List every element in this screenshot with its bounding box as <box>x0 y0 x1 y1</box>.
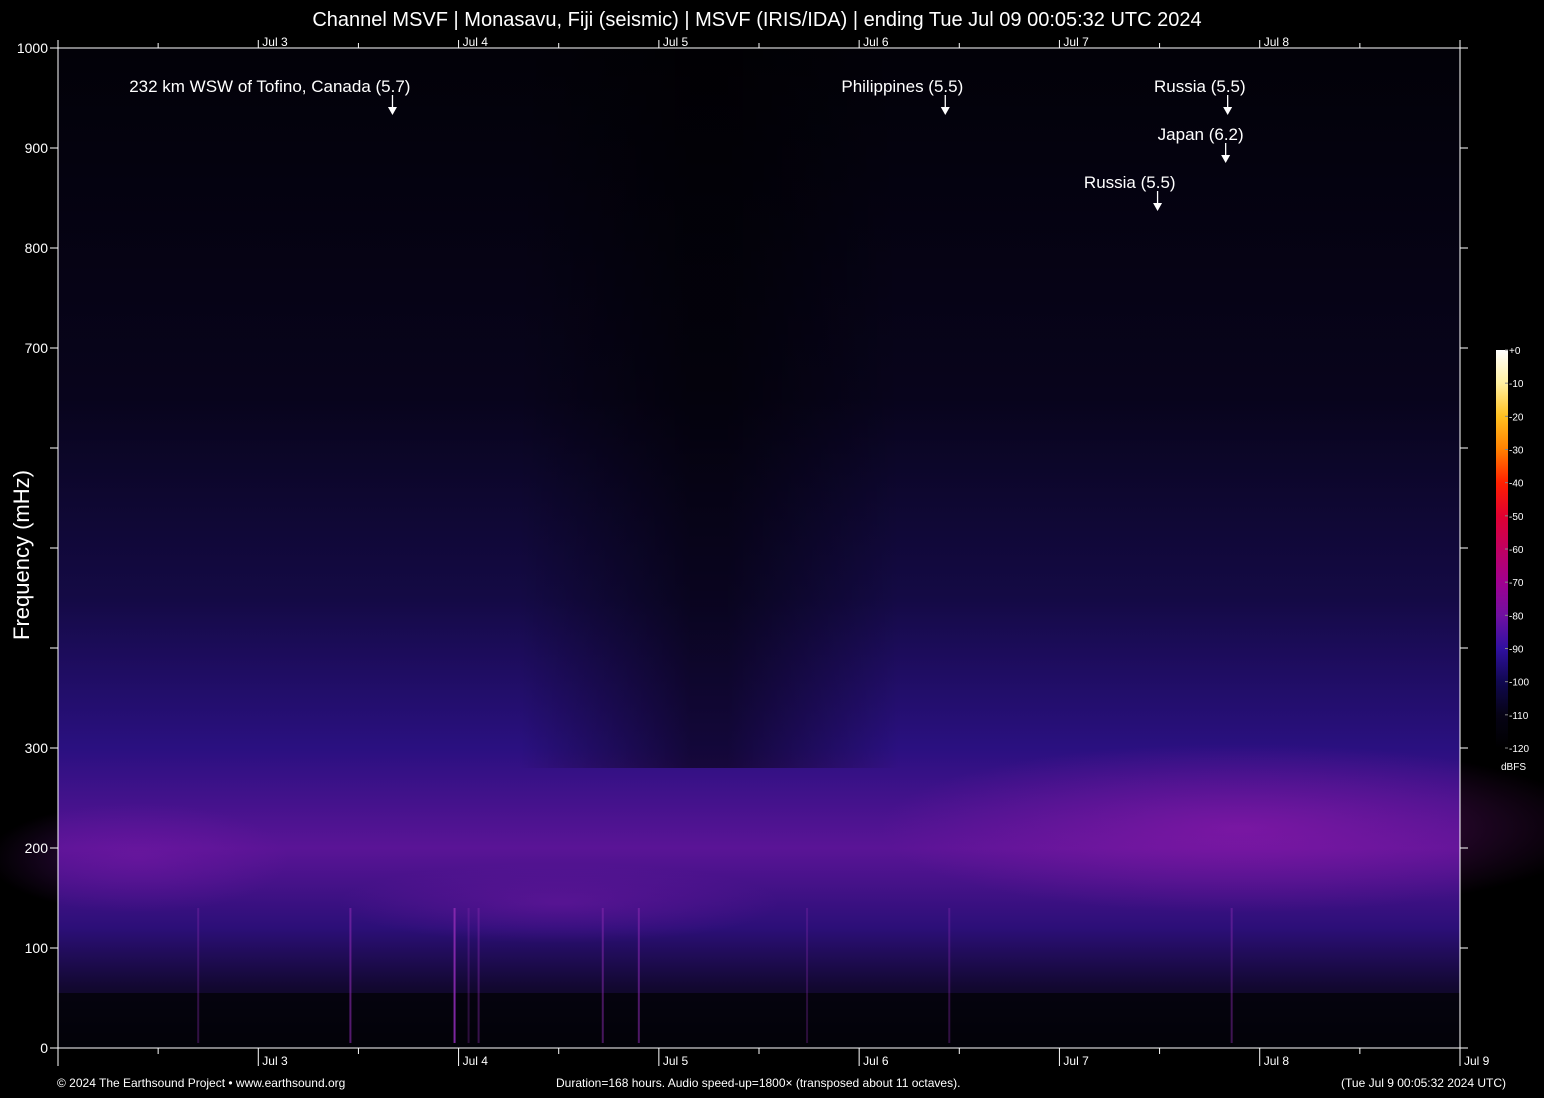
event-label: 232 km WSW of Tofino, Canada (5.7) <box>129 77 410 96</box>
low-frequency-band <box>58 993 1460 1048</box>
axes: 0 100 200 300 700 800 900 1000 Jul 3 Jul 4 Jul 5 Ju… <box>17 35 1490 1068</box>
x-tick-label-top: Jul 8 <box>1264 35 1290 49</box>
x-tick-label-top: Jul 3 <box>262 35 288 49</box>
colorbar-tick-label: -100 <box>1509 678 1529 689</box>
y-tick-label: 900 <box>25 140 49 156</box>
colorbar-tick-label: -90 <box>1509 645 1524 656</box>
colorbar-tick-label: -10 <box>1509 379 1524 390</box>
y-tick-label: 0 <box>40 1040 48 1056</box>
spectrogram-area <box>0 48 1544 1048</box>
x-tick-label-top: Jul 6 <box>863 35 889 49</box>
y-tick-label: 700 <box>25 340 49 356</box>
footer-copyright: © 2024 The Earthsound Project • www.eart… <box>57 1076 346 1090</box>
energy-band-right <box>879 743 1544 913</box>
x-tick-label-top: Jul 5 <box>663 35 689 49</box>
footer-timestamp: (Tue Jul 9 00:05:32 2024 UTC) <box>1341 1076 1506 1090</box>
y-tick-label: 100 <box>25 940 49 956</box>
x-tick-label-top: Jul 4 <box>463 35 489 49</box>
colorbar-unit: dBFS <box>1501 762 1527 773</box>
y-tick-label: 800 <box>25 240 49 256</box>
x-tick-label: Jul 9 <box>1464 1054 1490 1068</box>
colorbar-tick-label: -70 <box>1509 578 1524 589</box>
colorbar-tick-label: -50 <box>1509 512 1524 523</box>
colorbar-tick-label: -110 <box>1509 711 1529 722</box>
colorbar-tick-label: +0 <box>1509 346 1521 357</box>
colorbar-tick-label: -60 <box>1509 545 1524 556</box>
colorbar-tick-label: -30 <box>1509 446 1524 457</box>
event-arrow-head <box>1221 155 1231 163</box>
event-label: Philippines (5.5) <box>841 77 963 96</box>
quiet-region <box>518 48 900 768</box>
event-arrow-head <box>940 107 950 115</box>
colorbar-tick-label: -40 <box>1509 479 1524 490</box>
y-tick-label: 300 <box>25 740 49 756</box>
x-tick-label: Jul 6 <box>863 1054 889 1068</box>
colorbar-tick-label: -20 <box>1509 412 1524 423</box>
x-tick-label: Jul 4 <box>463 1054 489 1068</box>
x-tick-label: Jul 5 <box>663 1054 689 1068</box>
colorbar-tick-label: -120 <box>1509 744 1529 755</box>
x-tick-label: Jul 8 <box>1264 1054 1290 1068</box>
energy-band-start <box>0 803 289 913</box>
x-tick-label: Jul 3 <box>262 1054 288 1068</box>
x-tick-label-top: Jul 7 <box>1063 35 1089 49</box>
colorbar-tick-label: -80 <box>1509 611 1524 622</box>
event-label: Japan (6.2) <box>1158 125 1244 144</box>
footer-duration: Duration=168 hours. Audio speed-up=1800×… <box>556 1076 961 1090</box>
colorbar: +0 -10 -20 -30 -40 -50 -60 -70 -80 -90 -100 -110 -12… <box>1496 346 1529 755</box>
event-arrow-head <box>1223 107 1233 115</box>
y-tick-label: 1000 <box>17 40 48 56</box>
event-label: Russia (5.5) <box>1154 77 1246 96</box>
energy-band-left <box>338 863 779 943</box>
event-label: Russia (5.5) <box>1084 173 1176 192</box>
event-arrow-head <box>1153 203 1163 211</box>
x-tick-label: Jul 7 <box>1063 1054 1089 1068</box>
event-arrow-head <box>387 107 397 115</box>
chart-title: Channel MSVF | Monasavu, Fiji (seismic) … <box>312 9 1202 31</box>
event-annotations: 232 km WSW of Tofino, Canada (5.7) Philip… <box>129 77 1246 211</box>
y-tick-label: 200 <box>25 840 49 856</box>
